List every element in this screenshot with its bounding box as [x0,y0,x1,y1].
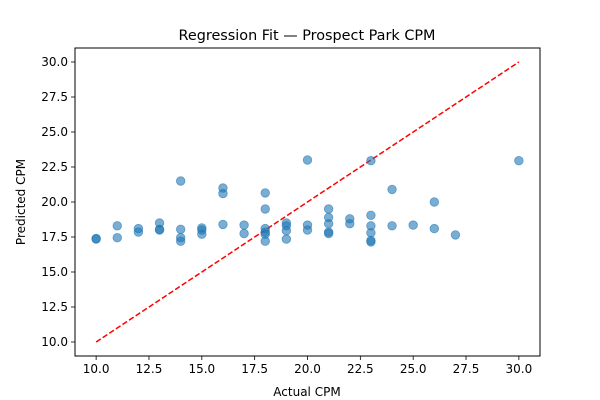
data-point [345,218,355,229]
data-point [175,236,186,246]
data-point [514,155,524,166]
data-point [323,228,334,239]
data-point [197,229,207,239]
y-tick-label: 22.5 [41,160,68,174]
data-point [387,184,397,195]
x-tick-label: 27.5 [453,362,480,376]
data-point [154,225,165,235]
x-tick-label: 10.0 [83,362,110,376]
plot-area [74,47,541,357]
y-tick-label: 25.0 [41,125,68,139]
data-point [260,236,270,246]
y-tick-label: 12.5 [41,300,68,314]
y-tick-label: 30.0 [41,55,68,69]
data-point [323,218,334,229]
data-point [175,224,186,235]
x-tick-label: 12.5 [136,362,163,376]
data-point [429,197,440,207]
data-point [260,188,270,198]
y-axis-ticks: 10.0 12.5 15.0 17.5 20.0 22.5 25.0 27.5 30.0 [41,55,75,349]
data-point [429,223,440,234]
x-tick-label: 25.0 [400,362,427,376]
data-point [387,221,397,231]
reference-line [95,61,520,343]
chart-title: Regression Fit — Prospect Park CPM [179,28,436,44]
x-tick-label: 30.0 [506,362,533,376]
data-point [366,155,376,166]
y-tick-label: 20.0 [41,195,68,209]
data-point [218,219,228,230]
data-point [260,204,270,214]
data-point [302,155,313,165]
data-point [239,220,249,230]
data-point [366,237,376,247]
data-point [218,188,228,199]
y-axis-label: Predicted CPM [14,159,28,245]
data-point [133,227,144,237]
data-point [450,230,461,240]
y-tick-label: 27.5 [41,90,68,104]
x-tick-label: 17.5 [241,362,268,376]
y-tick-label: 15.0 [41,265,68,279]
x-tick-label: 20.0 [294,362,321,376]
data-point [239,228,249,239]
data-point [281,234,292,244]
data-point [112,221,122,231]
x-axis-label: Actual CPM [273,385,340,399]
data-point [175,176,186,186]
x-tick-label: 22.5 [347,362,374,376]
data-point [366,210,376,221]
data-point [302,225,313,235]
x-axis-ticks: 10.0 12.5 15.0 17.5 20.0 22.5 25.0 27.5 30.0 [83,356,532,376]
data-point [91,233,101,244]
data-point [281,225,292,236]
data-point [112,232,122,243]
data-point [323,204,334,214]
data-point [408,220,418,230]
y-tick-label: 10.0 [41,335,68,349]
x-tick-label: 15.0 [188,362,215,376]
scatter-points [91,155,524,247]
y-tick-label: 17.5 [41,230,68,244]
